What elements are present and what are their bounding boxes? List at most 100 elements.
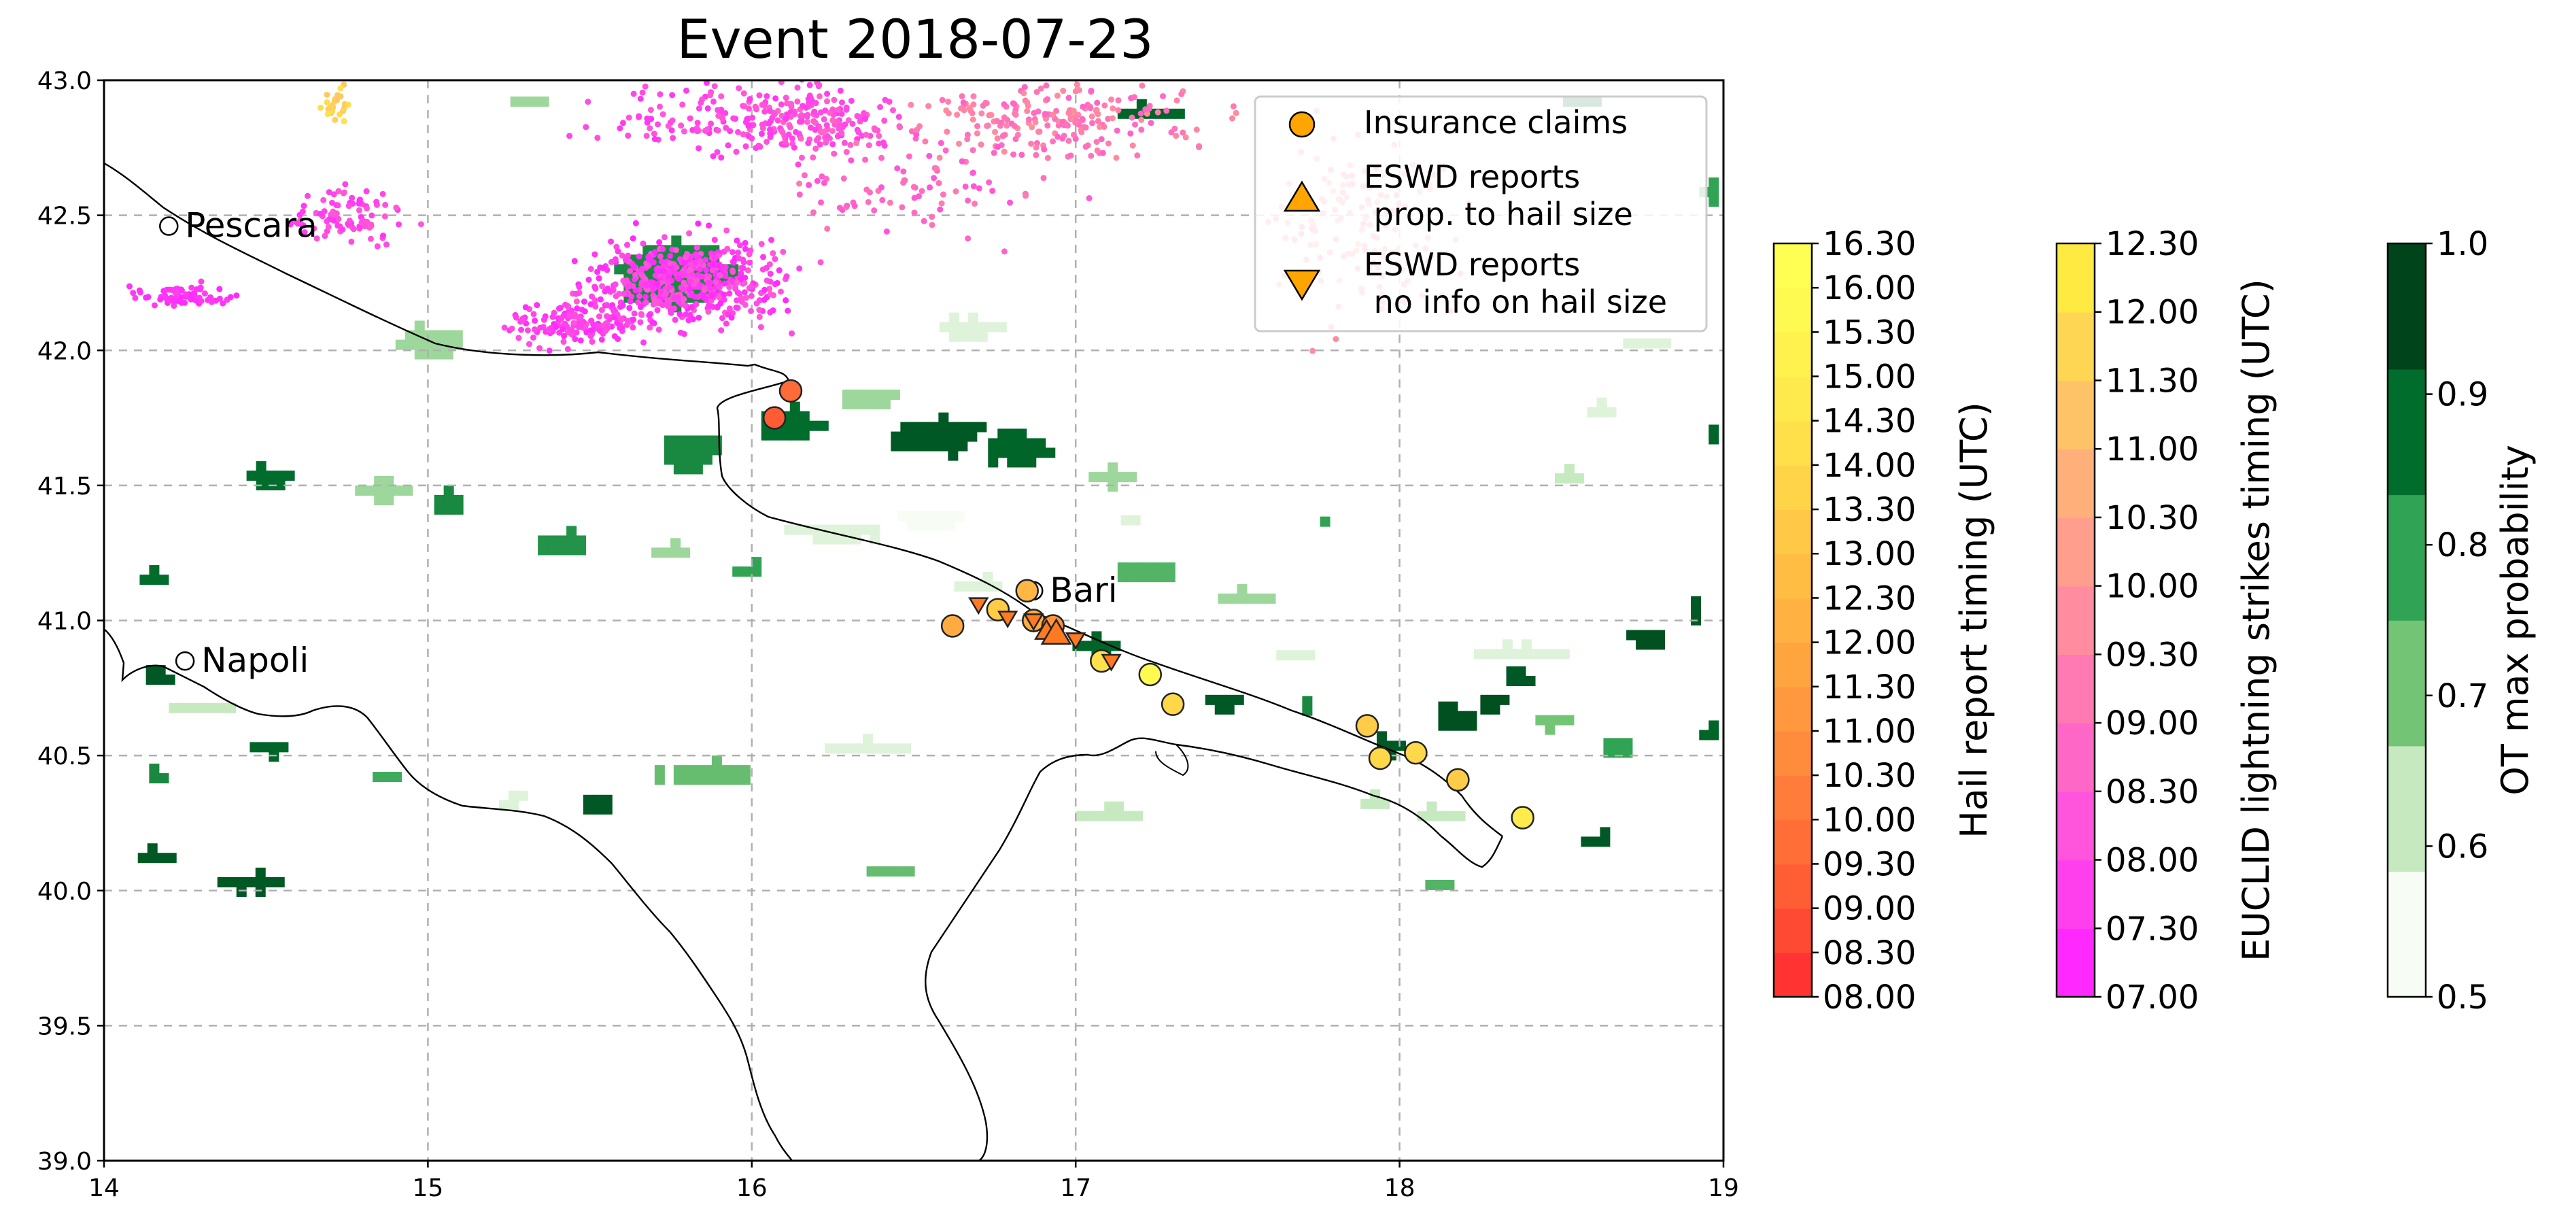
legend-label-eswd-no-info-line2: no info on hail size: [1364, 284, 1667, 320]
city-label: Pescara: [185, 206, 317, 245]
ot-cell: [1581, 827, 1611, 847]
eswd-hail-size-point: [1040, 618, 1072, 645]
lightning-cluster: [566, 80, 847, 161]
insurance-claim-point: [1138, 662, 1163, 687]
colorbar-tick-label: 15.00: [1823, 358, 1916, 396]
x-tick-label: 15: [412, 1174, 443, 1202]
ot-cell: [954, 571, 1003, 592]
insurance-claims-legend-icon: [1288, 111, 1316, 138]
colorbar-segment: [2057, 723, 2095, 792]
colorbar-segment: [2057, 654, 2095, 723]
adriatic-north-coast: [104, 162, 1503, 837]
colorbar-tick-label: 0.9: [2437, 376, 2488, 414]
ot-cell: [1302, 696, 1313, 716]
lightning-cluster: [317, 82, 351, 124]
insurance-claim-point: [1404, 740, 1428, 765]
y-tick-label: 43.0: [37, 67, 92, 95]
colorbar-tick-label: 16.00: [1823, 269, 1916, 307]
city-marker: [159, 216, 179, 236]
eswd-no-info-point: [997, 611, 1018, 628]
colorbar-tick-label: 16.30: [1823, 225, 1916, 263]
ot-cell: [732, 557, 762, 577]
heel-south-coast: [1087, 737, 1504, 868]
colorbar-tick-label: 1.0: [2437, 225, 2488, 263]
colorbar-tick-label: 12.30: [2106, 225, 2199, 263]
colorbar-segment: [1774, 598, 1812, 643]
colorbar-segment: [2388, 745, 2426, 872]
figure-title: Event 2018-07-23: [676, 10, 1154, 71]
colorbar-tick-label: 13.00: [1823, 535, 1916, 573]
lightning-cluster: [569, 220, 824, 337]
ot-cell: [1535, 715, 1575, 735]
ot-cell: [498, 790, 528, 811]
ot-cell: [897, 511, 965, 531]
eswd-hail-size-legend-icon: [1283, 180, 1321, 212]
ot-probability-layer: [137, 96, 1719, 897]
colorbar-tick-label: 10.00: [2106, 568, 2199, 606]
colorbar-segment: [1774, 288, 1812, 333]
ot-cell: [1438, 701, 1477, 731]
legend-label-eswd-no-info-line1: ESWD reports: [1364, 246, 1580, 283]
colorbar-tick-label: 08.00: [1823, 978, 1916, 1017]
colorbar-segment: [1774, 952, 1812, 998]
colorbar-tick-label: 07.00: [2106, 978, 2199, 1017]
ot-cell: [1480, 694, 1510, 715]
insurance-claim-point: [1368, 746, 1392, 770]
x-tick-label: 18: [1384, 1174, 1415, 1202]
ot-cell: [988, 428, 1056, 468]
ot-cell: [651, 538, 691, 558]
colorbar-tick-label: 08.30: [2106, 773, 2199, 811]
colorbar-segment: [2057, 791, 2095, 861]
colorbar-segment: [1774, 908, 1812, 953]
ot-cell: [145, 665, 175, 685]
colorbar-tick-label: 15.30: [1823, 313, 1916, 352]
city-marker: [175, 651, 195, 671]
colorbar-segment: [2057, 311, 2095, 381]
legend-label-insurance-claims: Insurance claims: [1364, 104, 1628, 141]
colorbar-tick-label: 13.30: [1823, 491, 1916, 529]
insurance-claim-point: [1161, 692, 1185, 716]
ot-cell: [1554, 464, 1584, 484]
eswd-no-info-point: [1101, 653, 1122, 672]
colorbar-frame: [2055, 242, 2096, 998]
ot-cell: [246, 461, 295, 491]
y-tick-label: 41.0: [37, 608, 92, 636]
y-tick-label: 40.5: [37, 743, 92, 770]
colorbar-segment: [1774, 509, 1812, 555]
colorbar-segment: [1774, 864, 1812, 909]
lightning-timing-colorbar: 07.00 07.30 08.00 08.30 09.00 09.30 10.00 10.30…: [2055, 225, 2278, 1017]
colorbar-segment: [2057, 585, 2095, 655]
colorbar-tick-label: 0.8: [2437, 526, 2488, 564]
ot-cell: [250, 742, 289, 762]
colorbar-tick-label: 09.30: [1823, 845, 1916, 883]
salento-inner-coast: [1155, 744, 1189, 777]
legend-label-eswd-hail-size-line1: ESWD reports: [1364, 158, 1580, 195]
insurance-claim-point: [762, 406, 787, 430]
ot-cell: [1425, 879, 1455, 890]
eswd-reports-layer: [968, 597, 1122, 672]
y-tick-label: 42.5: [37, 203, 92, 231]
colorbar-segment: [2388, 871, 2426, 998]
colorbar-segment: [2388, 620, 2426, 747]
colorbar-frame: [1772, 242, 1813, 998]
ot-cell: [1218, 583, 1276, 604]
colorbar-tick-label: 14.00: [1823, 447, 1916, 485]
ot-cell: [583, 794, 613, 815]
colorbar-tick-label: 12.30: [1823, 579, 1916, 617]
colorbar-tick-label: 11.30: [1823, 668, 1916, 706]
colorbar-segment: [1774, 642, 1812, 687]
colorbar-segment: [2057, 859, 2095, 930]
colorbar-segment: [1774, 686, 1812, 732]
legend-frame: [1254, 95, 1708, 333]
city-markers: Pescara Napoli Bari: [159, 206, 1118, 680]
ot-cell: [1603, 738, 1633, 758]
colorbar-tick-label: 11.00: [1823, 713, 1916, 751]
insurance-claim-point: [1446, 768, 1470, 792]
insurance-claim-point: [778, 379, 803, 403]
lightning-cluster: [908, 81, 1239, 165]
colorbar-tick-label: 09.30: [2106, 636, 2199, 674]
x-tick-label: 17: [1060, 1174, 1091, 1202]
eswd-no-info-point: [1065, 632, 1086, 650]
x-tick-label: 14: [88, 1174, 120, 1202]
colorbar-tick-label: 14.30: [1823, 403, 1916, 441]
